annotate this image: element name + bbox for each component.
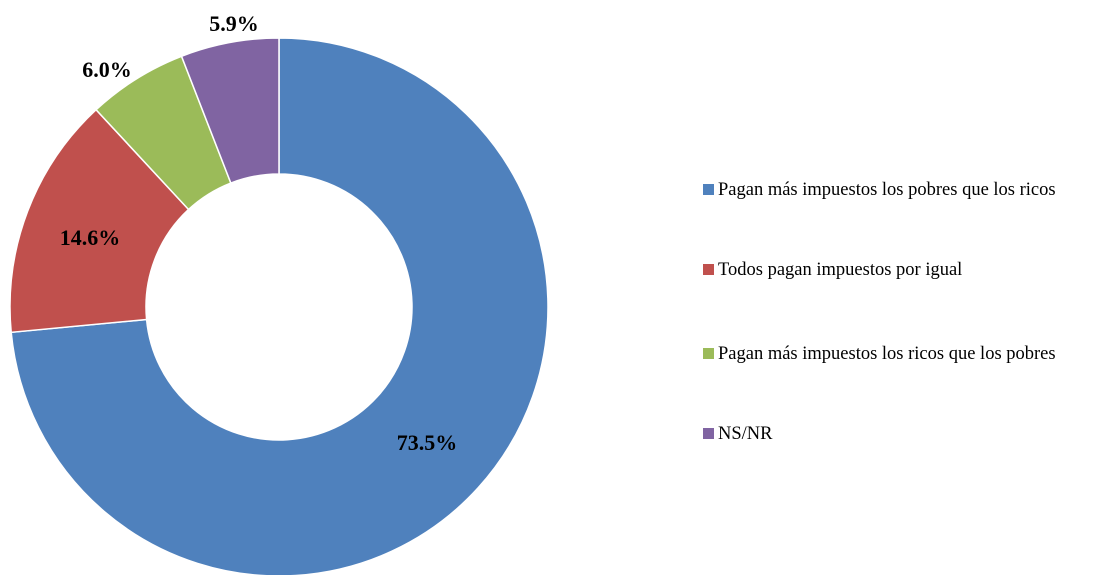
donut-slice bbox=[9, 108, 190, 334]
legend-label: NS/NR bbox=[718, 424, 773, 444]
legend-label: Pagan más impuestos los ricos que los po… bbox=[718, 344, 1056, 364]
donut-slice bbox=[10, 37, 549, 575]
legend-swatch bbox=[703, 184, 714, 195]
donut-slice bbox=[180, 37, 280, 185]
legend-swatch bbox=[703, 428, 714, 439]
legend-item: NS/NR bbox=[703, 420, 1083, 448]
legend-swatch bbox=[703, 348, 714, 359]
data-label: 5.9% bbox=[209, 11, 259, 36]
legend-label: Todos pagan impuestos por igual bbox=[718, 260, 963, 280]
legend-item: Todos pagan impuestos por igual bbox=[703, 256, 1083, 284]
legend-label: Pagan más impuestos los pobres que los r… bbox=[718, 180, 1056, 200]
legend-item: Pagan más impuestos los pobres que los r… bbox=[703, 176, 1083, 204]
data-label: 73.5% bbox=[397, 430, 458, 455]
legend-swatch bbox=[703, 264, 714, 275]
legend-item: Pagan más impuestos los ricos que los po… bbox=[703, 340, 1083, 368]
data-label: 6.0% bbox=[82, 57, 132, 82]
data-label: 14.6% bbox=[60, 225, 121, 250]
